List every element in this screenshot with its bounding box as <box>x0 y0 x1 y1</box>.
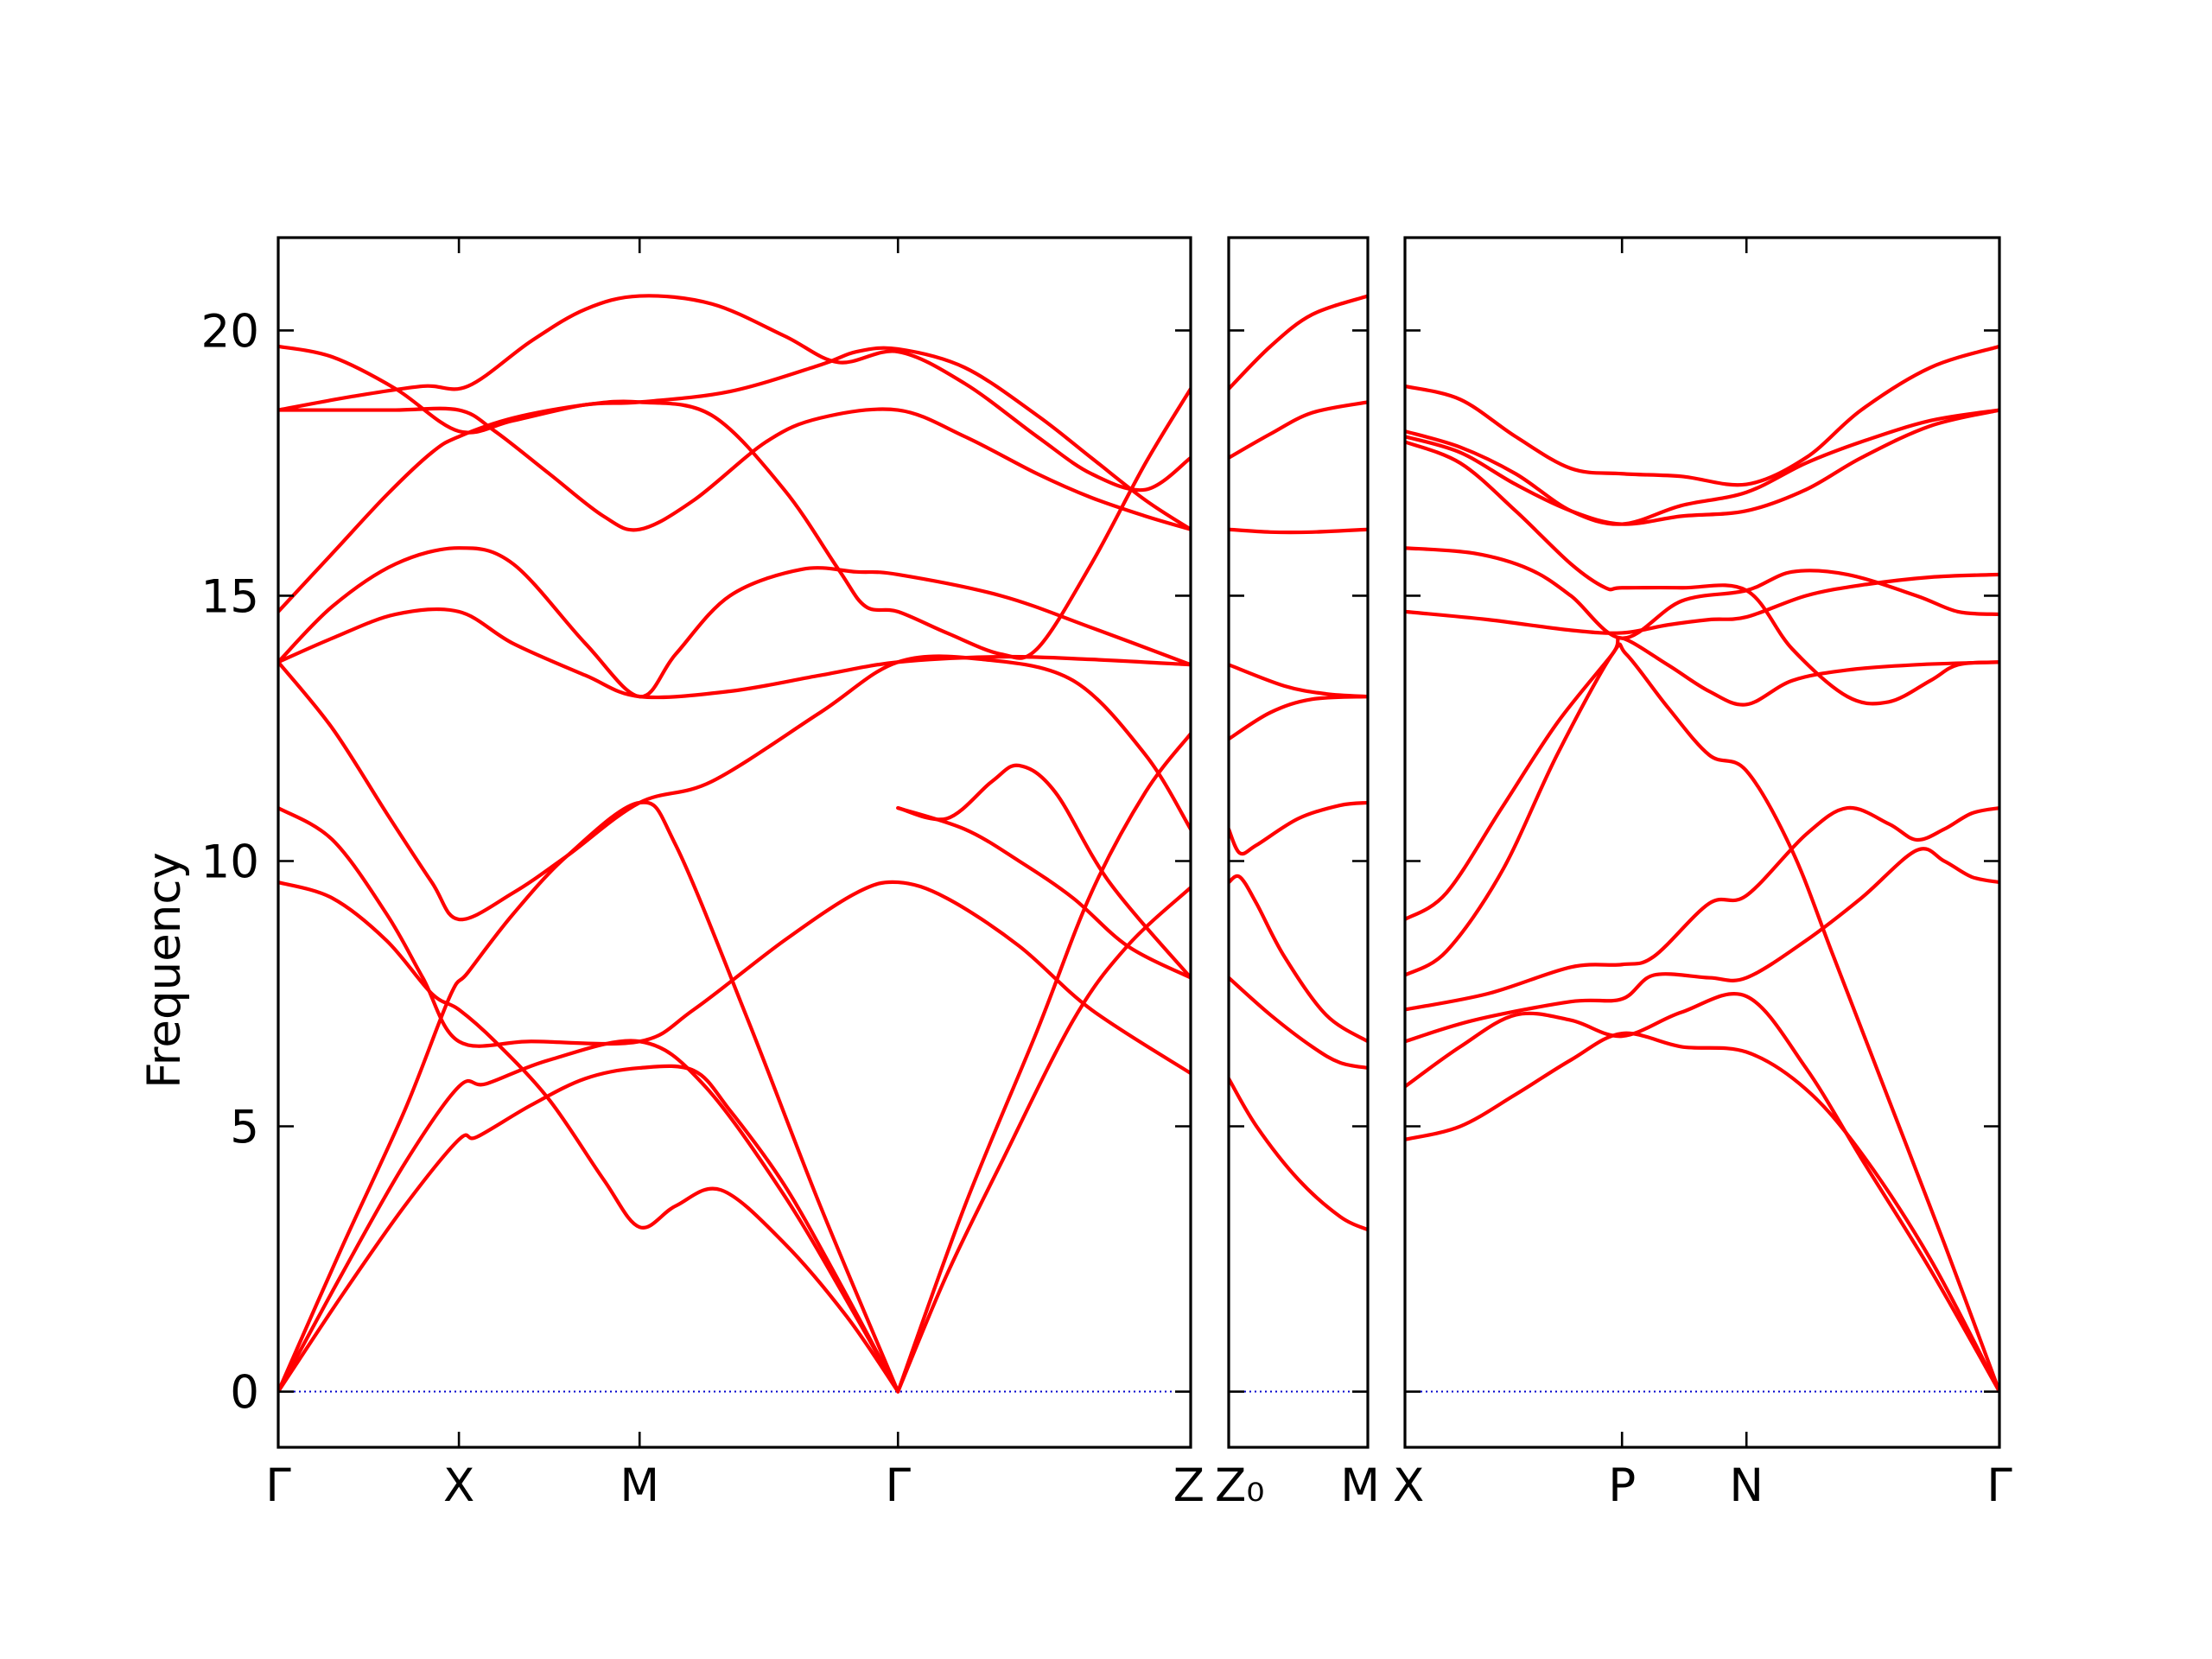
band-line-2 <box>1229 976 1368 1071</box>
band-line-12 <box>1405 344 1999 487</box>
band-line-3 <box>1405 847 1999 1044</box>
panel-1: 0 5 10 15 20 Γ X M Γ Z <box>201 236 1205 1512</box>
band-line-7 <box>1405 572 1999 635</box>
band-line-9 <box>1229 294 1368 391</box>
band-line-6 <box>1405 636 1999 922</box>
panel-frame <box>276 236 1192 1449</box>
band-group <box>278 294 1191 1394</box>
band-line-4 <box>1405 805 1999 1012</box>
band-line-6 <box>1229 663 1368 699</box>
band-line-1 <box>278 1064 900 1394</box>
band-line-16 <box>896 763 1191 980</box>
y-axis-label: Frequency <box>138 852 191 1089</box>
band-line-9 <box>278 386 1191 660</box>
x-tick-label: X <box>1393 1459 1424 1512</box>
y-tick-label: 10 <box>201 836 259 888</box>
band-group <box>1405 344 1999 1394</box>
band-line-15 <box>896 805 1191 980</box>
band-line-1 <box>1405 1031 1999 1394</box>
band-line-2 <box>278 1039 900 1394</box>
band-line-13 <box>896 886 1191 1394</box>
x-tick-label: Z <box>1173 1459 1205 1512</box>
band-line-9 <box>1405 440 1999 706</box>
band-line-6 <box>278 654 1191 922</box>
band-line-8 <box>278 546 1191 699</box>
x-tick-label: Γ <box>265 1459 291 1512</box>
panel-frame <box>1403 236 2001 1449</box>
band-group <box>1229 294 1368 1232</box>
band-line-7 <box>1229 527 1368 535</box>
panel-2: Z₀ M <box>1215 236 1380 1512</box>
x-tick-label: M <box>620 1459 659 1512</box>
band-line-11 <box>1405 408 1999 526</box>
band-line-4 <box>278 880 900 1394</box>
band-line-3 <box>1229 874 1368 1044</box>
band-line-11 <box>278 294 1191 493</box>
band-line-4 <box>1229 800 1368 856</box>
band-line-10 <box>278 406 1191 532</box>
band-line-14 <box>896 732 1191 1394</box>
band-line-2 <box>1405 992 1999 1394</box>
band-line-7 <box>278 607 1191 700</box>
band-line-5 <box>278 805 1191 1076</box>
x-tick-label: Z₀ <box>1215 1459 1265 1512</box>
panel-frame <box>1227 236 1370 1449</box>
band-line-8 <box>1229 400 1368 460</box>
band-line-10 <box>1405 408 1999 526</box>
y-tick-label: 0 <box>230 1367 259 1420</box>
y-tick-label: 20 <box>201 305 259 358</box>
x-tick-label: N <box>1729 1459 1764 1512</box>
y-tick-label: 5 <box>230 1102 259 1154</box>
band-line-8 <box>1405 546 1999 640</box>
x-tick-label: Γ <box>1986 1459 2012 1512</box>
x-tick-label: X <box>443 1459 474 1512</box>
band-line-12 <box>278 344 1191 531</box>
x-tick-label: Γ <box>885 1459 911 1512</box>
band-line-5 <box>1405 642 1999 1394</box>
band-line-5 <box>1229 695 1368 741</box>
band-line-1 <box>1229 1077 1368 1232</box>
x-tick-label: M <box>1340 1459 1380 1512</box>
y-tick-label: 15 <box>201 570 259 623</box>
x-tick-label: P <box>1608 1459 1636 1512</box>
